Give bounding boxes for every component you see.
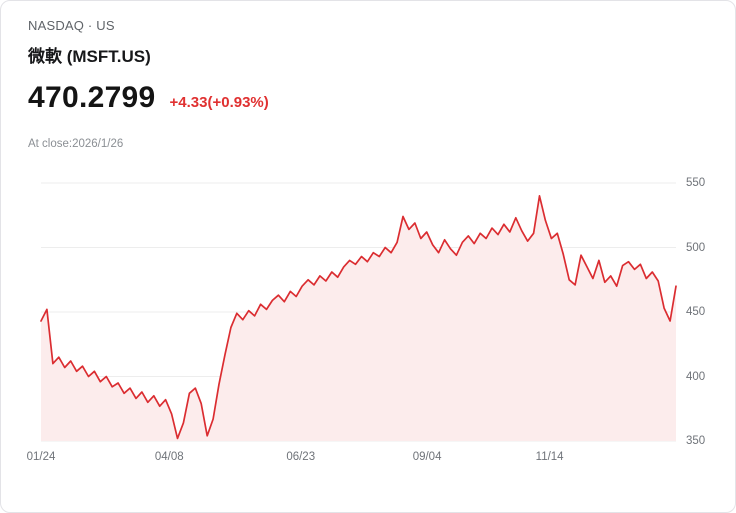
price-chart-svg [40,182,677,442]
y-tick-label: 550 [686,177,706,189]
y-tick-label: 500 [686,241,706,254]
as-of-label: At close:2026/1/26 [28,138,124,150]
price-area [41,195,676,441]
price-row: 470.2799 +4.33(+0.93%) [28,81,269,115]
price-chart[interactable]: 350 400 450 500 550 01/24 04/08 06/23 09/04 11/1… [27,177,706,463]
y-tick-label: 450 [686,306,706,318]
y-tick-label: 350 [686,435,706,447]
x-tick-label: 06/23 [286,451,316,463]
price-change: +4.33(+0.93%) [169,94,269,111]
price-line [40,195,677,440]
y-tick-label: 400 [686,370,706,383]
x-tick-label: 09/04 [412,451,442,463]
exchange-label: NASDAQ · US [28,18,115,33]
x-tick-label: 04/08 [154,451,184,463]
stock-title: 微軟 (MSFT.US) [28,47,151,66]
x-tick-label: 11/14 [535,451,564,463]
x-tick-label: 01/24 [26,451,56,463]
current-price: 470.2799 [28,81,156,114]
